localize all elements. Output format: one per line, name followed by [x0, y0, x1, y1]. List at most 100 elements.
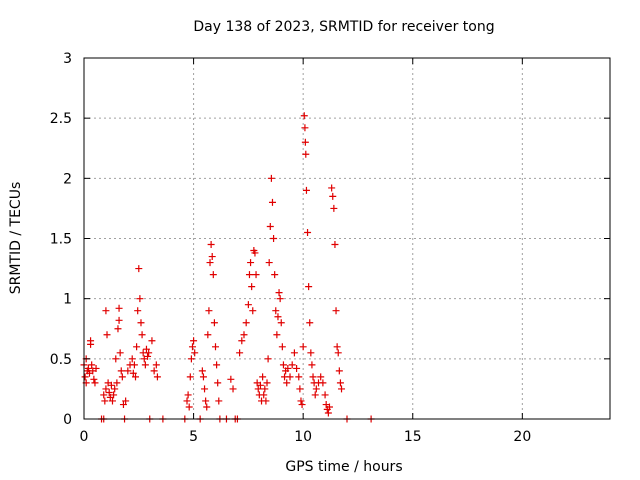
data-point: [260, 391, 268, 399]
data-point: [252, 271, 260, 279]
data-point: [90, 375, 98, 383]
data-point: [301, 124, 309, 132]
data-point: [335, 367, 343, 375]
data-point: [305, 283, 313, 291]
data-point: [208, 253, 216, 261]
data-point: [201, 385, 209, 393]
data-point: [91, 379, 99, 387]
data-point: [207, 241, 215, 249]
data-point: [229, 385, 237, 393]
data-point: [277, 319, 285, 327]
data-point: [242, 319, 250, 327]
data-point: [150, 367, 158, 375]
data-point: [293, 364, 301, 372]
data-point: [266, 222, 274, 230]
data-point: [302, 150, 310, 158]
y-tick-label: 0: [63, 412, 72, 428]
data-point: [284, 364, 292, 372]
data-point: [128, 355, 136, 363]
data-point: [268, 198, 276, 206]
data-point: [137, 319, 145, 327]
data-point: [336, 379, 344, 387]
data-point: [301, 138, 309, 146]
data-point: [308, 361, 316, 369]
data-point: [251, 249, 259, 257]
data-point: [286, 373, 294, 381]
data-point: [152, 361, 160, 369]
data-point: [276, 295, 284, 303]
data-point: [118, 373, 126, 381]
data-point: [272, 307, 280, 315]
data-point: [270, 235, 278, 242]
data-point: [138, 331, 146, 339]
data-point: [103, 331, 111, 339]
data-point: [338, 385, 346, 393]
data-point: [110, 391, 118, 399]
data-point: [245, 271, 253, 279]
data-point: [87, 340, 95, 348]
y-tick-label: 3: [63, 51, 72, 67]
data-point: [262, 397, 270, 405]
data-point: [114, 325, 122, 333]
data-point: [115, 316, 123, 324]
data-point: [133, 343, 141, 351]
data-point: [112, 355, 120, 363]
data-point: [214, 379, 222, 387]
data-point: [124, 367, 132, 375]
data-point: [297, 397, 305, 405]
data-point: [107, 381, 115, 389]
data-point: [271, 271, 279, 279]
y-axis-label: SRMTID / TECUs: [8, 182, 24, 295]
data-point: [132, 373, 140, 381]
data-point: [210, 319, 218, 327]
axis-ticks: 0 5 10 15 20 0 0.5 1 1.5 2 2.5 3: [50, 51, 610, 445]
data-point: [236, 349, 244, 357]
data-point: [247, 259, 255, 267]
data-point: [129, 369, 137, 377]
data-point: [267, 174, 275, 182]
data-point: [185, 403, 193, 411]
data-point: [331, 241, 339, 249]
data-point: [265, 259, 273, 267]
y-tick-label: 2.5: [50, 111, 72, 127]
y-tick-label: 2: [63, 171, 72, 187]
data-point: [312, 385, 320, 393]
data-point: [302, 186, 310, 194]
data-point: [145, 349, 153, 357]
data-point: [238, 337, 246, 345]
data-point: [321, 391, 329, 399]
data-point: [288, 361, 296, 369]
data-point: [186, 373, 194, 381]
data-point: [273, 331, 281, 339]
data-point: [334, 349, 342, 357]
data-point: [256, 381, 264, 389]
data-point: [328, 184, 336, 192]
y-tick-label: 0.5: [50, 352, 72, 368]
data-point: [329, 192, 337, 200]
data-point: [81, 373, 89, 381]
data-point: [102, 307, 110, 315]
data-point: [135, 265, 143, 273]
data-point: [136, 295, 144, 303]
data-point: [134, 307, 142, 315]
data-point: [198, 367, 206, 375]
data-point: [263, 379, 271, 387]
y-tick-label: 1.5: [50, 232, 72, 248]
data-point: [240, 331, 248, 339]
data-point: [122, 397, 130, 405]
data-point: [142, 345, 150, 353]
data-point: [206, 259, 214, 267]
x-tick-label: 20: [513, 429, 531, 445]
data-point: [203, 403, 211, 411]
data-point: [283, 379, 291, 387]
data-point: [227, 375, 235, 383]
data-point: [299, 343, 307, 351]
data-point: [248, 283, 256, 291]
data-point: [88, 361, 96, 369]
data-point: [278, 343, 286, 351]
data-point: [188, 343, 196, 351]
data-point: [101, 397, 109, 405]
data-point: [307, 349, 315, 357]
data-point: [130, 361, 138, 369]
